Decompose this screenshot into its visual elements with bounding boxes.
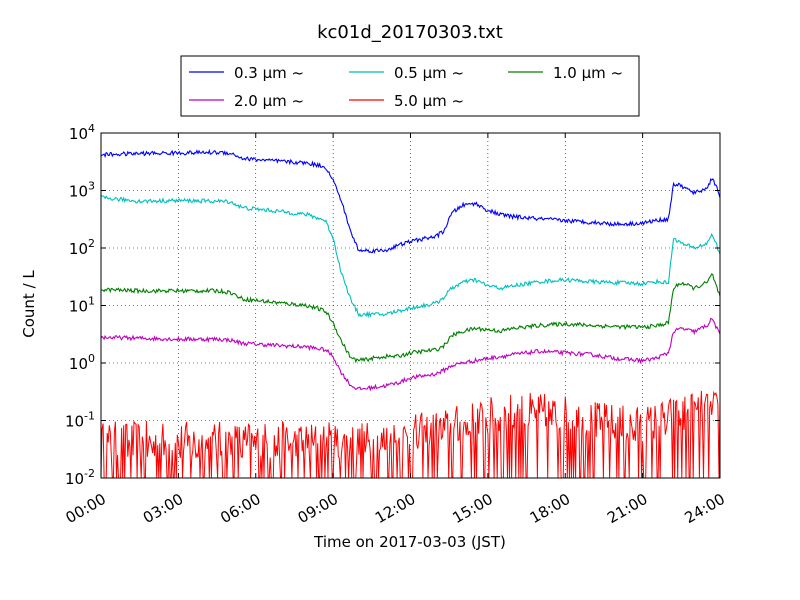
chart-title: kc01d_20170303.txt (317, 22, 503, 43)
x-tick-label: 06:00 (217, 490, 263, 527)
series-line (100, 195, 721, 319)
legend-box (180, 55, 640, 117)
y-tick-label: 101 (69, 295, 95, 316)
x-tick-label: 18:00 (527, 490, 573, 527)
series-line (100, 390, 721, 479)
y-tick-label: 10-2 (65, 467, 95, 488)
y-tick-label: 103 (69, 180, 95, 201)
y-axis-label: Count / L (20, 270, 38, 338)
series-line (100, 148, 721, 254)
x-tick-label: 09:00 (295, 490, 341, 527)
series-line (100, 317, 721, 392)
x-tick-label: 24:00 (682, 490, 728, 527)
y-tick-label: 100 (69, 352, 95, 373)
legend-label: 1.0 μm ~ (553, 64, 623, 82)
y-tick-label: 102 (69, 237, 95, 258)
y-tick-label: 10-1 (65, 410, 95, 431)
x-tick-label: 03:00 (140, 490, 186, 527)
axis-ticks: 00:00 03:00 06:00 09:00 12:00 15:00 18:00 21:00… (63, 122, 728, 527)
x-tick-label: 12:00 (372, 490, 418, 527)
series-line (100, 273, 721, 364)
x-tick-label: 15:00 (449, 490, 495, 527)
grid-lines (101, 133, 720, 478)
legend: 0.3 μm ~ 0.5 μm ~ 1.0 μm ~ 2.0 μm ~ 5.0 μm ~ (180, 55, 640, 117)
x-tick-label: 00:00 (63, 490, 109, 527)
legend-label: 5.0 μm ~ (394, 92, 464, 110)
y-tick-label: 104 (69, 122, 95, 143)
legend-label: 0.5 μm ~ (394, 64, 464, 82)
legend-label: 2.0 μm ~ (234, 92, 304, 110)
x-axis-label: Time on 2017-03-03 (JST) (313, 533, 506, 551)
series-lines (100, 148, 721, 479)
legend-label: 0.3 μm ~ (234, 64, 304, 82)
x-tick-label: 21:00 (604, 490, 650, 527)
